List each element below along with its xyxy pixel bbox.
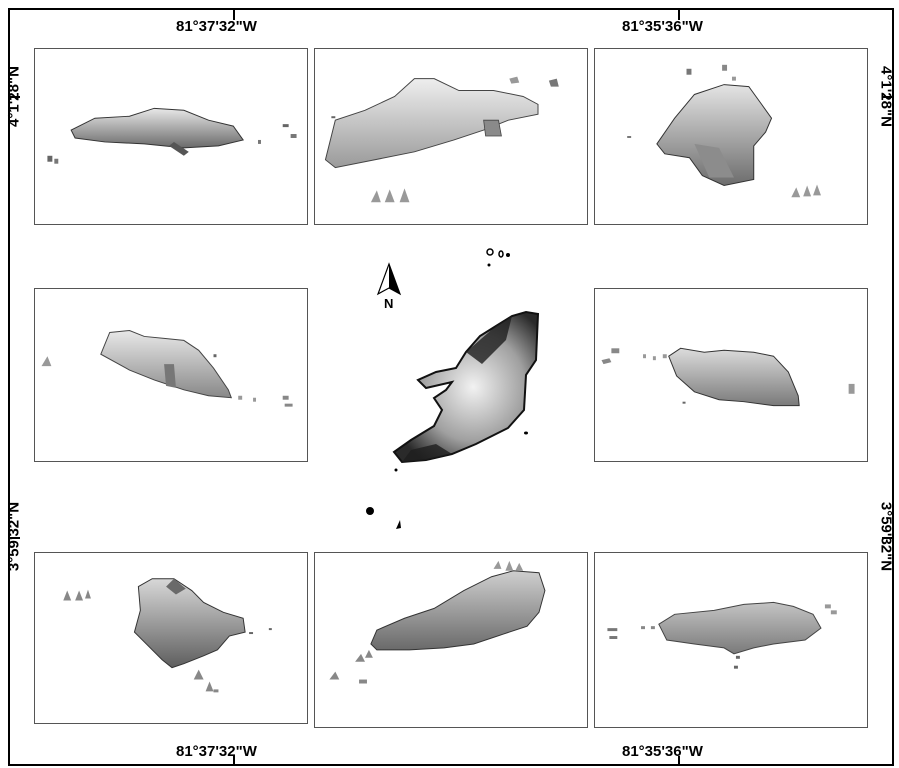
view-bottom-left: [34, 552, 308, 724]
tick-left-bottom: [8, 537, 20, 539]
north-arrow-icon: [376, 262, 402, 296]
tick-right-top: [882, 96, 894, 98]
north-arrow-label: N: [384, 296, 394, 311]
lon-label-bottom-left: 81°37'32"W: [176, 743, 257, 760]
island-relief-bottom-right: [607, 601, 837, 669]
island-shaded-relief-map: [366, 248, 540, 529]
view-top-center: [314, 48, 588, 225]
island-relief-top-center: [324, 76, 559, 203]
island-relief-bottom-center: [329, 560, 546, 684]
island-relief-top-right: [627, 64, 821, 198]
lon-label-top-left: 81°37'32"W: [176, 18, 257, 35]
lon-label-top-right: 81°35'36"W: [622, 18, 703, 35]
map-frame: [8, 8, 894, 766]
lat-label-right-bottom: 3°59'32"N: [877, 501, 895, 572]
tick-left-top: [8, 96, 20, 98]
view-bottom-right: [594, 552, 868, 728]
lat-label-left-bottom: 3°59'32"N: [5, 501, 23, 572]
view-top-right: [594, 48, 868, 225]
island-relief-bottom-left: [63, 578, 272, 693]
lon-label-bottom-right: 81°35'36"W: [622, 743, 703, 760]
lat-label-left-top: 4°1'28"N: [5, 66, 23, 127]
tick-bottom-right: [678, 756, 680, 766]
tick-right-bottom: [882, 537, 894, 539]
island-relief-middle-right: [601, 347, 855, 407]
island-relief-middle-left: [41, 330, 293, 407]
lat-label-right-top: 4°1'28"N: [877, 66, 895, 127]
tick-top-right: [678, 8, 680, 20]
island-relief-top-left: [47, 107, 297, 164]
view-middle-left: [34, 288, 308, 462]
tick-bottom-left: [233, 756, 235, 766]
view-bottom-center: [314, 552, 588, 728]
view-middle-right: [594, 288, 868, 462]
tick-top-left: [233, 8, 235, 20]
view-top-left: [34, 48, 308, 225]
